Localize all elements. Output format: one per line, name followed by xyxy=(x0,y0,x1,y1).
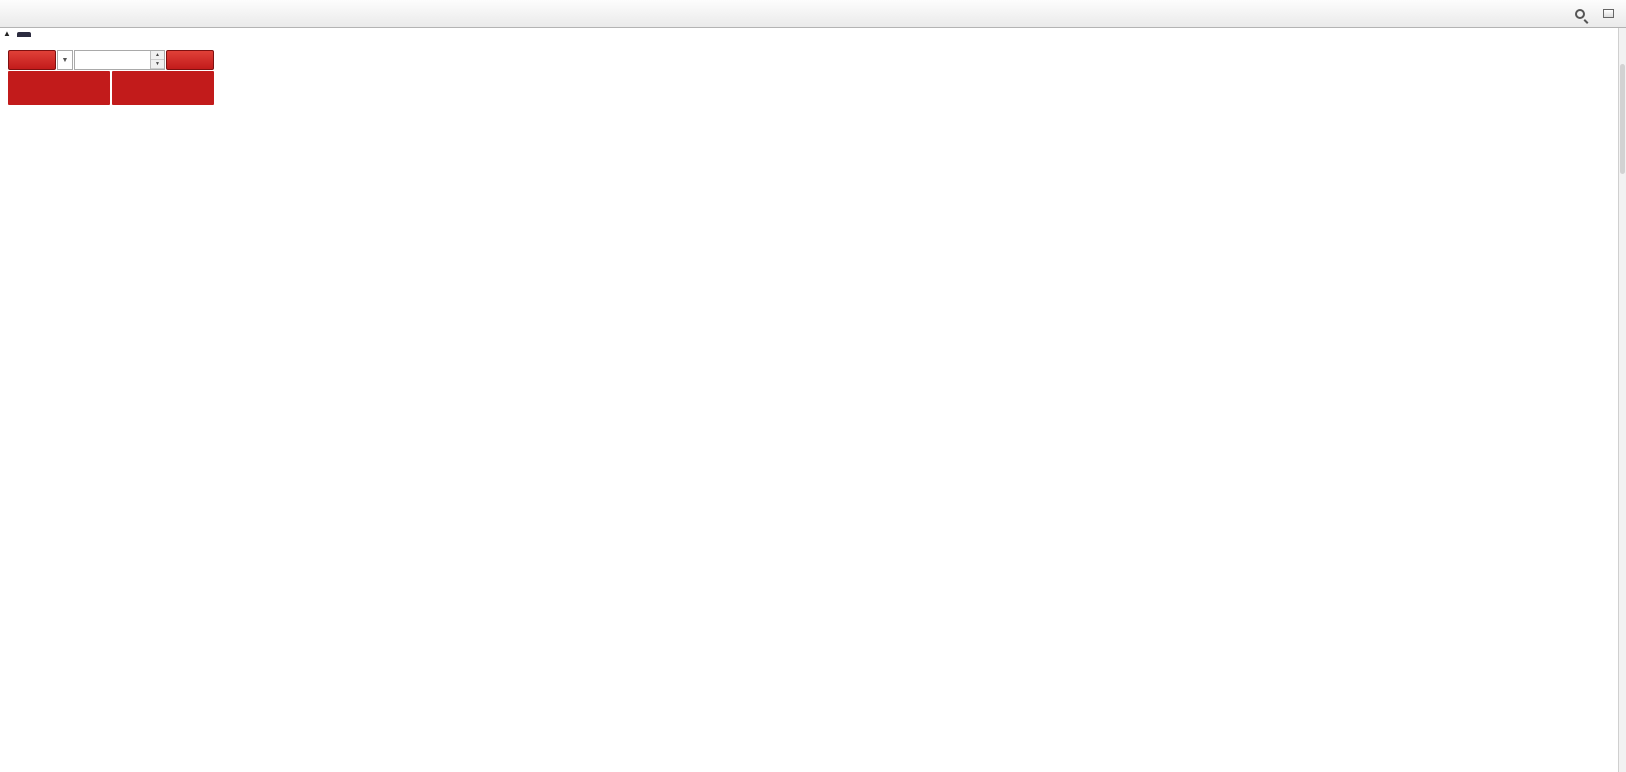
panel-icon xyxy=(1602,9,1614,18)
chart-icon: ▲ xyxy=(3,29,11,38)
main-toolbar xyxy=(0,0,1626,28)
buy-button[interactable] xyxy=(166,50,214,70)
search-icon xyxy=(1575,8,1585,19)
one-click-trading-panel: ▼ ▲ ▼ xyxy=(8,50,214,105)
lot-up-button[interactable]: ▲ xyxy=(151,51,164,60)
panel-toggle-button[interactable] xyxy=(1597,3,1619,25)
trade-widget-prices xyxy=(8,71,214,105)
buy-price-button[interactable] xyxy=(112,71,214,105)
toolbar-right-group xyxy=(1569,3,1623,25)
sell-button[interactable] xyxy=(8,50,56,70)
scrollbar-thumb[interactable] xyxy=(1620,64,1625,174)
vertical-scrollbar[interactable] xyxy=(1618,28,1626,772)
lot-spinner: ▲ ▼ xyxy=(150,51,164,69)
chart-title-overlay: ▲ xyxy=(3,30,37,38)
sell-price-button[interactable] xyxy=(8,71,110,105)
chart-canvas xyxy=(0,28,1626,772)
trade-widget-top-row: ▼ ▲ ▼ xyxy=(8,50,214,70)
chart-window: ▲ ▼ ▲ ▼ xyxy=(0,28,1626,772)
lot-dropdown-button[interactable]: ▼ xyxy=(57,50,73,70)
search-button[interactable] xyxy=(1569,3,1591,25)
lot-down-button[interactable]: ▼ xyxy=(151,60,164,69)
lot-size-input[interactable]: ▲ ▼ xyxy=(74,50,165,70)
symbol-tab[interactable] xyxy=(16,31,31,37)
